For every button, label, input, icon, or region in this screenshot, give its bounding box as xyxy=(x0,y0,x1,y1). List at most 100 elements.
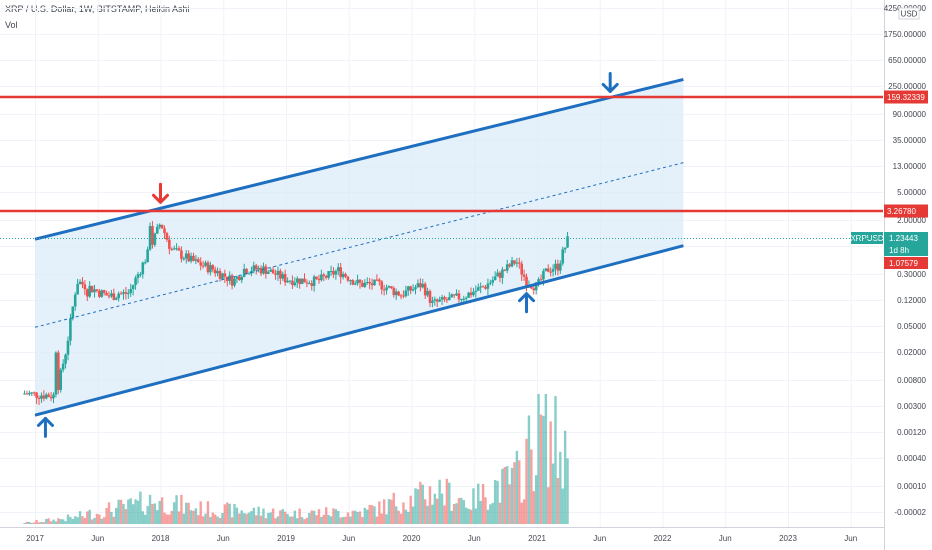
volume-bar xyxy=(136,500,140,524)
time-axis-bg xyxy=(0,527,884,550)
volume-bar xyxy=(513,462,516,524)
candle xyxy=(440,297,444,300)
volume-bar xyxy=(276,516,280,524)
volume-bar xyxy=(71,518,75,524)
candle xyxy=(235,276,239,279)
candle xyxy=(566,236,569,248)
candle xyxy=(332,270,335,275)
volume-bar xyxy=(100,518,103,524)
volume-bar xyxy=(542,415,545,524)
candle xyxy=(254,265,258,270)
volume-bar xyxy=(549,421,552,524)
volume-bar xyxy=(134,499,137,524)
volume-bar xyxy=(356,512,359,524)
volume-bar xyxy=(156,510,159,524)
candle xyxy=(554,263,557,270)
time-tick-label: 2017 xyxy=(26,534,44,543)
level-price-tag xyxy=(884,90,928,104)
candle xyxy=(61,363,65,370)
volume-bar xyxy=(69,516,72,524)
candle xyxy=(394,291,398,296)
volume-bar xyxy=(375,516,379,524)
volume-bar xyxy=(518,460,521,524)
candle xyxy=(320,274,323,281)
volume-bar xyxy=(74,516,77,524)
volume-bar xyxy=(76,517,79,524)
volume-bar xyxy=(426,505,429,524)
volume-bar xyxy=(508,484,511,524)
volume-bar xyxy=(242,513,246,524)
volume-bar xyxy=(351,510,354,524)
volume-bar xyxy=(165,514,169,524)
volume-bar xyxy=(300,517,304,524)
candle xyxy=(163,228,166,234)
price-axis[interactable]: 4250.000001750.00000650.00000250.0000090… xyxy=(884,0,932,550)
channel-lower-line[interactable] xyxy=(34,244,684,417)
channel-upper-line[interactable] xyxy=(34,77,684,241)
volume-bar xyxy=(230,517,234,524)
volume-bar xyxy=(506,466,509,524)
volume-bar xyxy=(315,515,318,524)
volume-bar xyxy=(223,504,227,524)
volume-bar xyxy=(467,508,470,524)
candle xyxy=(182,258,186,260)
volume-bar xyxy=(353,510,357,524)
volume-bar xyxy=(392,492,395,524)
candle xyxy=(59,369,63,390)
volume-bar xyxy=(527,415,531,524)
volume-bar xyxy=(64,521,67,524)
price-tick-label: 0.02000 xyxy=(897,348,926,357)
price-tick-label: -0.00002 xyxy=(894,508,926,517)
volume-bar xyxy=(544,394,548,524)
volume-bar xyxy=(493,479,497,524)
annotation-arrows xyxy=(36,71,619,438)
price-tick-label: 2.00000 xyxy=(897,216,926,225)
volume-bar xyxy=(522,499,526,524)
volume-bar xyxy=(327,514,330,524)
candle xyxy=(438,299,441,302)
candle xyxy=(25,393,29,395)
candle xyxy=(508,264,511,267)
volume-bar xyxy=(40,522,43,524)
volume-bar xyxy=(443,505,446,524)
candle xyxy=(406,286,410,291)
candle xyxy=(262,266,265,274)
volume-bar xyxy=(554,396,557,524)
candle xyxy=(476,287,480,291)
candle xyxy=(184,253,188,259)
volume-bar xyxy=(484,497,487,524)
candle xyxy=(353,283,357,285)
candle xyxy=(209,265,212,273)
volume-bar xyxy=(59,519,62,524)
volume-bar xyxy=(148,494,152,524)
volume-bar xyxy=(197,515,200,524)
candle xyxy=(146,249,149,263)
volume-bar xyxy=(464,507,468,524)
candle xyxy=(66,340,70,355)
candle xyxy=(54,352,58,395)
time-axis[interactable]: 2017 Jun 2018 Jun 2019 Jun 2020 Jun 2021 Jun 2022 J… xyxy=(0,527,884,550)
candle xyxy=(293,282,297,286)
currency-badge[interactable] xyxy=(898,7,920,20)
candle xyxy=(153,233,157,245)
volume-indicator-label[interactable]: Vol xyxy=(5,20,18,30)
volume-bar xyxy=(81,516,84,524)
candle xyxy=(517,262,521,264)
volume-bar xyxy=(525,438,528,524)
volume-bar xyxy=(206,501,210,524)
candle xyxy=(303,278,306,283)
volume-bar xyxy=(436,498,439,524)
candle xyxy=(247,273,251,275)
volume-bar xyxy=(180,494,183,524)
candle xyxy=(276,270,280,275)
candle xyxy=(223,273,227,277)
volume-bar xyxy=(366,509,369,524)
volume-bar xyxy=(35,519,38,524)
candle xyxy=(141,262,145,275)
last-price-tag xyxy=(884,232,928,256)
volume-bar xyxy=(274,518,277,524)
candle xyxy=(271,269,275,274)
candle xyxy=(148,226,152,250)
candle xyxy=(341,273,345,278)
